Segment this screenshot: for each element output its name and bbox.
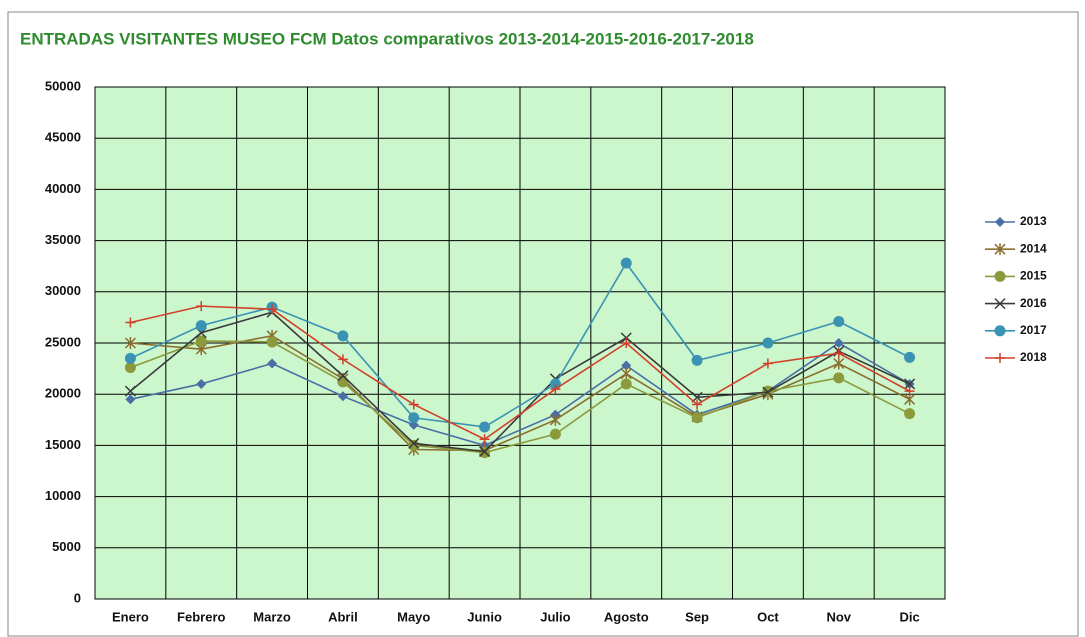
y-tick-label: 40000 xyxy=(45,181,81,196)
y-tick-label: 25000 xyxy=(45,334,81,349)
marker xyxy=(620,367,632,380)
marker xyxy=(691,412,703,424)
series-line xyxy=(129,311,910,453)
series-line xyxy=(130,342,910,447)
y-tick-label: 35000 xyxy=(45,232,81,247)
x-tick-label: Agosto xyxy=(604,609,649,624)
marker xyxy=(762,337,774,349)
legend-label: 2013 xyxy=(1020,214,1047,228)
x-tick-label: Julio xyxy=(540,609,570,624)
y-tick-label: 15000 xyxy=(45,437,81,452)
series-line xyxy=(130,305,910,441)
marker xyxy=(904,378,916,390)
y-tick-label: 20000 xyxy=(45,386,81,401)
y-tick-label: 10000 xyxy=(45,488,81,503)
marker xyxy=(621,360,632,371)
marker xyxy=(196,378,207,389)
marker xyxy=(479,421,491,433)
legend-label: 2017 xyxy=(1020,323,1047,337)
marker xyxy=(833,315,845,327)
marker xyxy=(621,338,632,348)
marker xyxy=(549,428,561,440)
marker xyxy=(124,337,136,349)
marker xyxy=(550,384,561,395)
marker xyxy=(408,399,419,410)
marker xyxy=(833,357,845,370)
x-tick-label: Mayo xyxy=(397,609,430,624)
marker xyxy=(692,399,703,410)
marker xyxy=(833,372,845,384)
marker xyxy=(124,352,136,364)
marker xyxy=(904,408,916,420)
marker xyxy=(995,353,1005,363)
x-tick-label: Sep xyxy=(685,609,709,624)
chart-title: ENTRADAS VISITANTES MUSEO FCM Datos comp… xyxy=(20,29,754,48)
y-tick-label: 50000 xyxy=(45,78,81,93)
marker xyxy=(195,335,207,347)
marker xyxy=(833,348,844,359)
marker xyxy=(196,301,207,312)
x-tick-label: Nov xyxy=(826,609,851,624)
marker xyxy=(266,336,278,348)
marker xyxy=(994,270,1006,282)
marker xyxy=(195,320,207,332)
marker xyxy=(994,325,1006,337)
marker xyxy=(337,391,348,402)
marker xyxy=(337,354,348,365)
series-line xyxy=(130,340,910,454)
marker xyxy=(479,446,491,458)
marker xyxy=(479,434,490,445)
x-tick-label: Marzo xyxy=(253,609,291,624)
marker xyxy=(904,351,916,363)
marker xyxy=(620,332,632,344)
marker xyxy=(762,358,773,369)
marker xyxy=(124,385,136,397)
marker xyxy=(620,257,632,269)
marker xyxy=(337,370,349,382)
legend-label: 2014 xyxy=(1020,241,1047,255)
marker xyxy=(125,317,136,328)
marker xyxy=(408,412,420,424)
marker xyxy=(762,386,774,398)
marker xyxy=(549,413,561,426)
marker xyxy=(408,437,420,449)
marker xyxy=(337,376,349,388)
x-tick-label: Oct xyxy=(757,609,779,624)
marker xyxy=(125,394,136,405)
y-tick-label: 45000 xyxy=(45,130,81,145)
marker xyxy=(833,338,844,348)
y-tick-label: 5000 xyxy=(52,539,81,554)
marker xyxy=(620,378,632,390)
y-tick-label: 0 xyxy=(74,590,81,605)
legend-label: 2015 xyxy=(1020,269,1047,283)
marker xyxy=(337,330,349,342)
x-tick-label: Junio xyxy=(467,609,502,624)
marker xyxy=(995,217,1005,227)
legend-label: 2018 xyxy=(1020,350,1047,364)
marker xyxy=(267,304,278,315)
legend-label: 2016 xyxy=(1020,296,1047,310)
x-tick-label: Febrero xyxy=(177,609,225,624)
y-tick-label: 30000 xyxy=(45,283,81,298)
marker xyxy=(904,386,915,397)
marker xyxy=(994,298,1006,310)
series-line xyxy=(130,261,910,428)
marker xyxy=(994,243,1006,256)
marker xyxy=(408,439,420,451)
marker xyxy=(124,362,136,374)
x-tick-label: Abril xyxy=(328,609,358,624)
marker xyxy=(267,358,278,369)
x-tick-label: Enero xyxy=(112,609,149,624)
marker xyxy=(691,354,703,366)
x-tick-label: Dic xyxy=(899,609,919,624)
